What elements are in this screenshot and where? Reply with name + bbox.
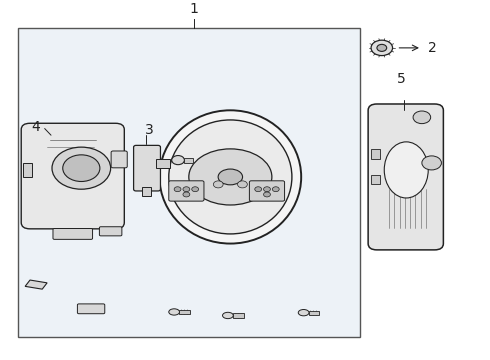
FancyBboxPatch shape [134, 145, 160, 191]
Circle shape [174, 187, 181, 192]
Bar [18, 28, 360, 337]
Circle shape [255, 187, 262, 192]
FancyBboxPatch shape [77, 304, 105, 314]
Bar [371, 175, 380, 184]
Text: 1: 1 [189, 2, 198, 16]
Circle shape [371, 40, 392, 55]
Ellipse shape [169, 309, 179, 315]
FancyBboxPatch shape [99, 227, 122, 236]
Ellipse shape [169, 120, 292, 234]
Bar [23, 163, 32, 177]
Circle shape [192, 187, 198, 192]
Circle shape [63, 155, 100, 181]
FancyBboxPatch shape [53, 229, 93, 239]
Bar [233, 313, 244, 318]
Circle shape [377, 44, 387, 51]
Circle shape [213, 181, 223, 188]
FancyBboxPatch shape [368, 104, 443, 250]
Bar [371, 149, 380, 159]
Ellipse shape [189, 149, 272, 205]
Text: 4: 4 [31, 120, 40, 134]
Circle shape [172, 156, 184, 165]
Bar [179, 310, 190, 314]
Circle shape [264, 192, 270, 197]
Ellipse shape [159, 110, 301, 244]
Bar [143, 188, 151, 196]
Ellipse shape [222, 312, 233, 319]
Bar [184, 158, 193, 163]
FancyBboxPatch shape [111, 151, 127, 168]
Text: 5: 5 [397, 72, 406, 86]
Ellipse shape [298, 310, 309, 316]
FancyBboxPatch shape [249, 181, 285, 201]
Circle shape [183, 187, 190, 192]
Circle shape [413, 111, 431, 123]
Ellipse shape [218, 169, 243, 185]
Circle shape [238, 181, 247, 188]
Circle shape [272, 187, 279, 192]
FancyBboxPatch shape [21, 123, 124, 229]
Polygon shape [25, 280, 47, 289]
Bar [156, 159, 170, 168]
Text: 3: 3 [146, 123, 154, 136]
Circle shape [264, 187, 270, 192]
Circle shape [422, 156, 441, 170]
FancyBboxPatch shape [169, 181, 204, 201]
Text: 2: 2 [428, 41, 437, 55]
Circle shape [52, 147, 111, 189]
Bar [309, 311, 319, 315]
Circle shape [183, 192, 190, 197]
Ellipse shape [384, 142, 428, 198]
